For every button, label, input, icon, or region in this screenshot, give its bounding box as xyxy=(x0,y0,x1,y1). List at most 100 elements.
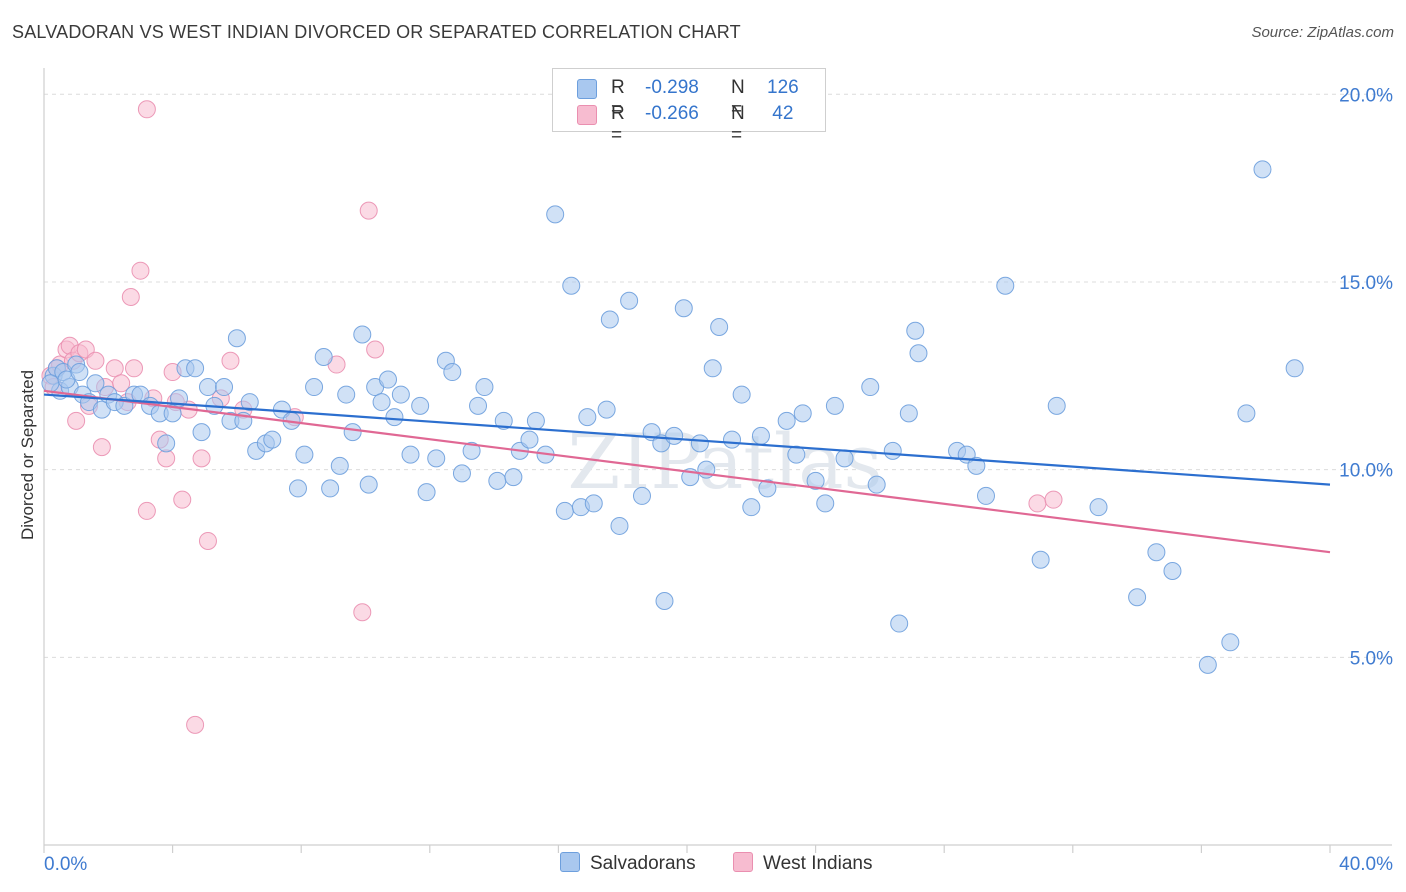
salvadorans-point xyxy=(475,378,494,397)
salvadorans-point xyxy=(806,471,825,490)
correlation-legend: R = -0.298 N = 126 R = -0.266 N = 42 xyxy=(552,68,826,146)
west-indians-point xyxy=(121,287,140,306)
salvadorans-point xyxy=(462,441,481,460)
west-indians-point xyxy=(198,531,217,550)
trend-lines xyxy=(43,389,1331,554)
salvadorans-point xyxy=(597,400,616,419)
legend-item-salvadorans: Salvadorans xyxy=(560,852,696,875)
salvadorans-point xyxy=(1163,561,1182,580)
salvadorans-point xyxy=(710,318,729,336)
salvadorans-point xyxy=(777,411,796,430)
legend-label: West Indians xyxy=(763,853,873,874)
salvadorans-point xyxy=(379,370,398,389)
n-value: 42 xyxy=(767,103,794,124)
west-indians-point xyxy=(366,340,385,359)
salvadorans-point xyxy=(469,396,488,415)
salvadorans-point xyxy=(391,385,410,404)
salvadorans-point xyxy=(192,423,211,442)
salvadorans-point xyxy=(600,310,619,329)
salvadorans-point xyxy=(610,516,629,535)
salvadorans-point xyxy=(215,378,234,397)
salvadorans-point xyxy=(996,276,1015,295)
west-indians-point xyxy=(137,501,156,520)
salvadorans-point xyxy=(890,614,909,633)
salvadorans-point xyxy=(816,494,835,513)
salvadorans-swatch xyxy=(577,79,597,99)
salvadorans-point xyxy=(751,426,770,445)
tick-labels: 5.0% 10.0% 15.0% 20.0% 0.0% 40.0% xyxy=(44,85,1393,875)
salvadorans-point xyxy=(867,475,886,494)
source-label: Source: ZipAtlas.com xyxy=(1251,24,1394,41)
salvadorans-point xyxy=(732,385,751,404)
r-label: R = xyxy=(611,103,625,146)
salvadorans-point xyxy=(411,396,430,415)
salvadorans-point xyxy=(555,501,574,520)
salvadorans-point xyxy=(655,592,674,611)
salvadorans-point xyxy=(314,348,333,367)
salvadorans-point xyxy=(723,430,742,449)
salvadorans-point xyxy=(584,494,603,513)
salvadorans-point xyxy=(674,299,693,318)
salvadorans-point xyxy=(883,441,902,460)
salvadorans-point xyxy=(359,475,378,494)
salvadorans-point xyxy=(163,404,182,423)
west-indians-point xyxy=(186,715,205,734)
salvadorans-point xyxy=(330,456,349,475)
salvadorans-point xyxy=(835,449,854,468)
west-indians-point xyxy=(137,100,156,119)
salvadorans-point xyxy=(742,498,761,517)
west-indians-point xyxy=(173,490,192,509)
west-indians-point xyxy=(221,351,240,370)
salvadorans-point xyxy=(520,430,539,449)
salvadorans-point xyxy=(321,479,340,498)
salvadorans-point xyxy=(690,434,709,453)
west-indians-point xyxy=(92,438,111,457)
west-indians-point xyxy=(86,351,105,370)
salvadorans-point xyxy=(1128,588,1147,607)
n-value: 126 xyxy=(767,77,799,98)
axes xyxy=(43,68,1392,853)
salvadorans-point xyxy=(632,486,651,505)
salvadorans-point xyxy=(157,434,176,453)
gridlines xyxy=(44,93,1392,658)
n-label: N = xyxy=(731,77,745,120)
y-tick-label: 10.0% xyxy=(1339,461,1393,482)
west-indians-point xyxy=(157,449,176,468)
salvadorans-point xyxy=(263,430,282,449)
r-value: -0.266 xyxy=(645,103,699,124)
salvadorans-point xyxy=(401,445,420,464)
salvadorans-point xyxy=(562,276,581,295)
salvadorans-point xyxy=(488,471,507,490)
west-indians-point xyxy=(353,603,372,622)
salvadorans-point xyxy=(417,483,436,502)
salvadorans-point xyxy=(1031,550,1050,569)
salvadorans-point xyxy=(227,329,246,348)
salvadorans-point xyxy=(372,393,391,412)
salvadorans-point xyxy=(578,408,597,427)
salvadorans-point xyxy=(337,385,356,404)
salvadorans-point xyxy=(385,408,404,427)
salvadorans-point xyxy=(452,464,471,483)
west-indians-point xyxy=(192,449,211,468)
west-indians-point xyxy=(131,261,150,280)
salvadorans-point xyxy=(343,423,362,442)
salvadorans-point xyxy=(41,374,60,393)
salvadorans-point xyxy=(787,445,806,464)
salvadorans-point xyxy=(70,363,89,382)
west-indians-swatch xyxy=(577,105,597,125)
salvadorans-point xyxy=(1285,359,1304,378)
y-tick-label: 15.0% xyxy=(1339,273,1393,294)
salvadorans-point xyxy=(186,359,205,378)
salvadorans-point xyxy=(967,456,986,475)
salvadorans-point xyxy=(620,291,639,310)
salvadorans-point xyxy=(526,411,545,430)
salvadorans-point xyxy=(758,479,777,498)
y-tick-label: 5.0% xyxy=(1350,648,1393,669)
salvadorans-point xyxy=(909,344,928,363)
salvadorans-point xyxy=(504,468,523,487)
salvadorans-point xyxy=(198,378,217,397)
salvadorans-point xyxy=(353,325,372,344)
salvadorans-point xyxy=(976,486,995,505)
salvadorans-point xyxy=(861,378,880,397)
west-indians-point xyxy=(1044,490,1063,509)
